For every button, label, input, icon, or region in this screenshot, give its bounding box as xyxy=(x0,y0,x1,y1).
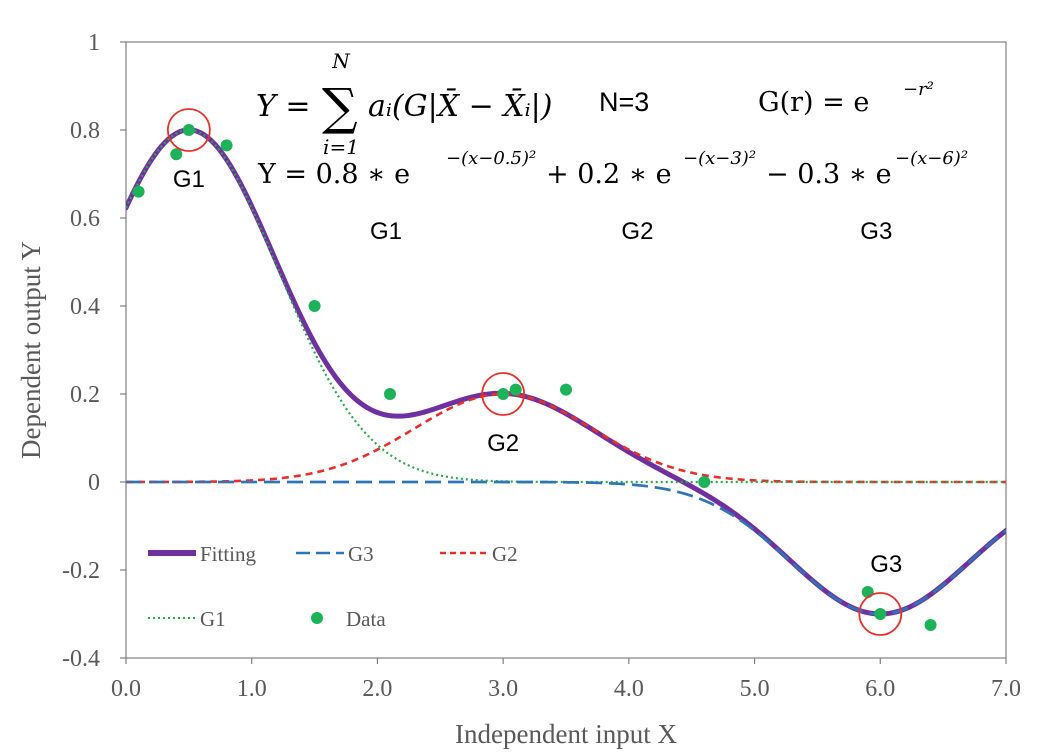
equation-g-def: G(r) = e xyxy=(758,87,869,118)
equation-sum-symbol: ∑ xyxy=(322,78,358,136)
data-point xyxy=(698,476,711,488)
legend: Fitting G3 G2 G1 Data xyxy=(148,542,518,631)
equation2-lead: Y = 0.8 ∗ e xyxy=(257,159,410,190)
highlight-circle-g3 xyxy=(858,592,903,636)
highlight-circles: G1 G2 G3 xyxy=(166,108,903,636)
equation-explicit: Y = 0.8 ∗ e −(x−0.5)² + 0.2 ∗ e −(x−3)² … xyxy=(257,148,968,190)
y-tick-label: 0.6 xyxy=(70,206,100,232)
y-tick-label: 0 xyxy=(88,470,100,496)
highlight-circle-g2 xyxy=(481,372,526,416)
data-points xyxy=(132,124,937,631)
y-tick-label: 1 xyxy=(88,30,100,56)
data-point xyxy=(308,300,321,312)
equation-sum-body: aᵢ(G|X̄ − X̄ᵢ|) xyxy=(368,88,552,124)
x-tick-label: 1.0 xyxy=(237,676,267,702)
axis-ticks: 0.0 1.0 2.0 3.0 4.0 5.0 6.0 7.0 -0.4 -0.2 0 0.2 0.4 0… xyxy=(62,30,1021,702)
equation-g-exponent: −r² xyxy=(903,79,934,100)
y-tick-label: 0.4 xyxy=(70,294,100,320)
legend-label-g1: G1 xyxy=(200,607,226,631)
highlight-label-g3: G3 xyxy=(870,551,902,578)
region-label-g1: G1 xyxy=(370,218,402,245)
annotations: G1 G2 G3 xyxy=(370,218,892,245)
highlight-circle-g1 xyxy=(166,108,211,152)
highlight-label-g1: G1 xyxy=(173,166,205,193)
equation2-exp2: −(x−3)² xyxy=(683,148,756,169)
region-label-g2: G2 xyxy=(621,218,653,245)
highlight-label-g2: G2 xyxy=(487,430,519,457)
region-label-g3: G3 xyxy=(860,218,892,245)
data-point xyxy=(384,388,396,400)
legend-label-fitting: Fitting xyxy=(200,542,257,566)
x-tick-label: 7.0 xyxy=(991,676,1021,702)
equation2-mid1: + 0.2 ∗ e xyxy=(546,159,672,190)
data-point xyxy=(560,383,572,396)
x-tick-label: 2.0 xyxy=(362,676,392,702)
data-point xyxy=(509,383,522,396)
plot-frame xyxy=(125,41,1007,659)
equation2-exp3: −(x−6)² xyxy=(895,148,968,169)
y-tick-label: 0.8 xyxy=(70,118,100,144)
data-point xyxy=(924,619,937,631)
data-point xyxy=(132,185,145,198)
y-tick-label: 0.2 xyxy=(70,382,100,408)
equation2-mid2: − 0.3 ∗ e xyxy=(766,159,892,190)
data-point xyxy=(497,388,510,400)
y-tick-label: -0.4 xyxy=(62,646,100,672)
equation-sum-top: N xyxy=(331,49,351,73)
legend-swatch-data xyxy=(311,612,323,624)
equation-sum: Y = ∑ N i=1 aᵢ(G|X̄ − X̄ᵢ|) N=3 G(r) = e… xyxy=(256,49,934,159)
x-tick-label: 4.0 xyxy=(614,676,644,702)
series-line-g2 xyxy=(126,392,1006,484)
equation-lhs: Y = xyxy=(256,89,310,124)
equation-n: N=3 xyxy=(599,87,649,117)
x-tick-label: 5.0 xyxy=(740,676,770,702)
data-point xyxy=(182,124,195,136)
x-tick-label: 3.0 xyxy=(488,676,518,702)
x-tick-label: 6.0 xyxy=(865,676,895,702)
x-tick-label: 0.0 xyxy=(111,676,141,702)
equation-sum-bottom: i=1 xyxy=(323,135,359,159)
y-axis-label: Dependent output Y xyxy=(16,241,46,459)
legend-label-data: Data xyxy=(346,607,386,631)
equation2-exp1: −(x−0.5)² xyxy=(446,148,536,169)
legend-label-g2: G2 xyxy=(492,542,518,566)
x-axis-label: Independent input X xyxy=(455,719,677,749)
data-point xyxy=(874,608,887,620)
legend-label-g3: G3 xyxy=(348,542,374,566)
data-point xyxy=(220,139,233,152)
y-tick-label: -0.2 xyxy=(62,558,100,584)
data-point xyxy=(170,148,183,161)
